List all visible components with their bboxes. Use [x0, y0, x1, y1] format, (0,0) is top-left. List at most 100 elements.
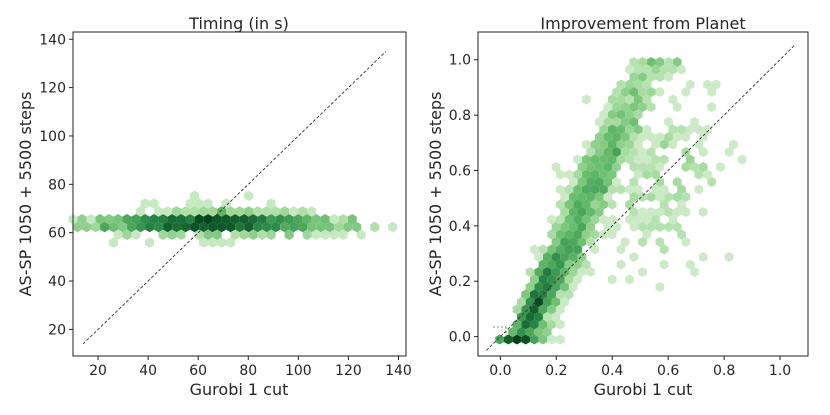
improvement-hex-bin	[659, 244, 669, 255]
improvement-hex-bin	[581, 169, 591, 180]
timing-plot-frame	[72, 31, 407, 357]
timing-hex-bin	[230, 229, 240, 240]
improvement-hex-bin	[651, 214, 660, 225]
improvement-hex-bin	[677, 199, 686, 210]
improvement-y-tick-label: 0.8	[449, 108, 471, 124]
improvement-hex-bin	[568, 192, 578, 202]
improvement-hex-bin	[629, 162, 639, 172]
improvement-hex-bin	[581, 199, 591, 210]
timing-hex-bin	[352, 221, 362, 233]
improvement-hex-bin	[620, 147, 630, 157]
improvement-hex-bin	[590, 184, 600, 195]
improvement-hex-bin	[568, 267, 578, 277]
improvement-hex-bin	[603, 192, 613, 202]
improvement-hex-bin	[651, 64, 660, 75]
improvement-hex-bin	[607, 109, 617, 120]
timing-hex-bin	[217, 206, 227, 217]
improvement-hex-bin	[599, 124, 608, 135]
improvement-hex-bin	[594, 177, 604, 187]
improvement-y-ticks: 0.0 0.2 0.4 0.6 0.8 1.0	[449, 53, 478, 346]
improvement-hex-bin	[586, 237, 595, 247]
timing-hex-bin	[185, 198, 195, 209]
improvement-hex-bin	[529, 334, 539, 345]
improvement-hex-bin	[547, 244, 556, 255]
improvement-hex-bin	[620, 87, 630, 97]
improvement-hex-bin	[573, 184, 582, 195]
improvement-hex-bin	[724, 147, 734, 157]
timing-hex-bin	[208, 221, 218, 233]
improvement-hex-bin	[599, 169, 608, 180]
timing-hex-bin	[172, 206, 182, 217]
timing-hex-bin	[239, 214, 249, 225]
improvement-hex-bin	[664, 57, 673, 67]
improvement-hex-bin	[555, 259, 565, 270]
timing-hex-bin	[158, 214, 168, 225]
improvement-hex-bin	[629, 57, 639, 67]
improvement-hex-bin	[516, 312, 526, 322]
improvement-hex-bin	[616, 154, 626, 165]
improvement-hex-bin	[672, 57, 682, 67]
timing-panel: Timing (in s) 20 40 60 80 100 120 140 20 40 60 80…	[16, 14, 412, 399]
improvement-hex-bin	[642, 154, 652, 165]
improvement-hex-bin	[551, 252, 561, 262]
timing-hex-bin	[185, 214, 195, 225]
improvement-hex-bin	[525, 312, 535, 322]
improvement-hex-bin	[638, 102, 647, 112]
improvement-hex-bin	[646, 192, 656, 202]
improvement-hex-bin	[607, 169, 617, 180]
timing-hex-bin	[347, 214, 357, 225]
improvement-hex-bin	[642, 94, 652, 105]
improvement-hex-bin	[646, 57, 656, 67]
improvement-hex-bin	[525, 297, 535, 307]
timing-hex-bin	[284, 229, 294, 240]
improvement-hex-bin	[703, 124, 712, 135]
timing-hex-bin	[226, 221, 236, 233]
improvement-hex-bin	[616, 124, 626, 135]
improvement-hex-bin	[560, 282, 569, 292]
improvement-hex-bin	[603, 117, 613, 127]
improvement-hex-bin	[681, 192, 691, 202]
timing-hex-bin	[388, 221, 398, 233]
improvement-hex-bin	[512, 334, 522, 345]
improvement-hex-bin	[655, 72, 665, 82]
timing-hex-bin	[266, 198, 276, 209]
improvement-hex-bin	[629, 87, 639, 97]
improvement-hex-bin	[534, 312, 543, 322]
timing-hex-bin	[154, 206, 164, 217]
improvement-hex-bin	[625, 109, 634, 120]
improvement-hex-bin	[577, 207, 587, 217]
improvement-hex-bin	[668, 124, 678, 135]
improvement-hex-bin	[655, 57, 665, 67]
timing-hex-bin	[356, 229, 366, 240]
improvement-hex-bin	[616, 184, 626, 195]
improvement-hex-bin	[603, 132, 613, 142]
improvement-plot-frame	[477, 31, 809, 357]
improvement-hex-bin	[508, 327, 517, 337]
improvement-hex-bin	[599, 109, 608, 120]
timing-hex-bin	[284, 214, 294, 225]
improvement-hex-bin	[655, 237, 665, 247]
improvement-hex-bin	[668, 94, 678, 105]
timing-hex-bin	[320, 229, 330, 240]
improvement-title: Improvement from Planet	[540, 14, 745, 33]
improvement-hex-bin	[694, 169, 704, 180]
timing-hex-bin	[266, 229, 276, 240]
improvement-hex-bin	[516, 327, 526, 337]
timing-hex-bin	[190, 221, 200, 233]
improvement-hex-bin	[555, 169, 565, 180]
improvement-hex-bin	[590, 169, 600, 180]
improvement-hex-bin	[586, 192, 595, 202]
improvement-hex-bin	[525, 327, 535, 337]
improvement-x-tick-label: 0.6	[657, 363, 679, 379]
improvement-hex-bin	[655, 177, 665, 187]
timing-hex-bin	[329, 214, 339, 225]
improvement-hex-bin	[607, 184, 617, 195]
improvement-hex-bin	[616, 139, 626, 150]
improvement-hex-bin	[568, 222, 578, 232]
improvement-hex-bin	[672, 102, 682, 112]
improvement-hex-bin	[529, 274, 539, 285]
timing-hex-bin	[136, 221, 146, 233]
improvement-hex-bin	[560, 252, 569, 262]
improvement-hex-bin	[655, 192, 665, 202]
improvement-hex-bin	[577, 222, 587, 232]
